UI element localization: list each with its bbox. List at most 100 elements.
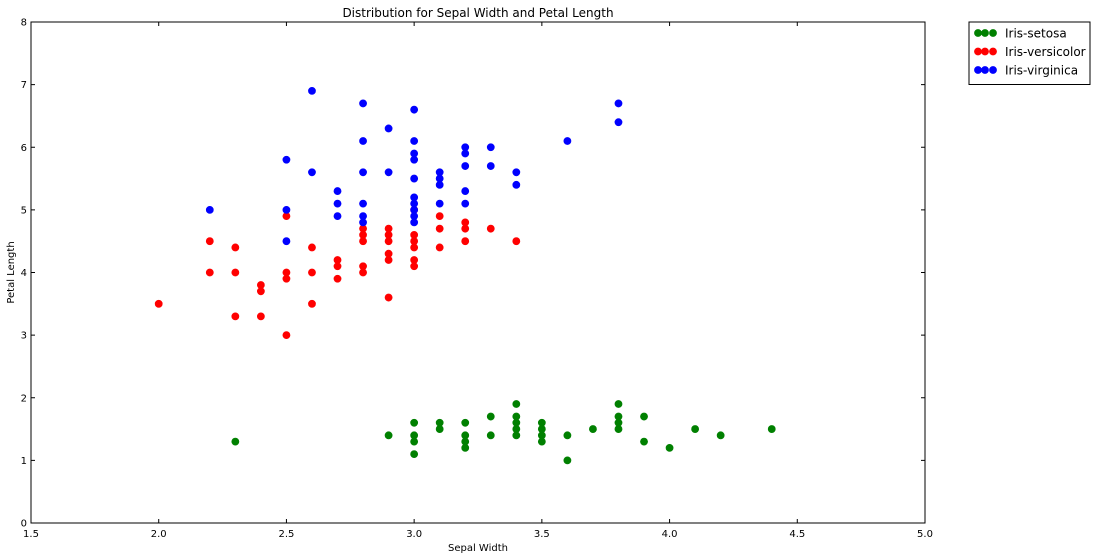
data-point	[512, 180, 521, 189]
data-point	[282, 268, 291, 277]
data-point	[461, 237, 470, 246]
data-point	[614, 99, 623, 108]
data-point	[256, 281, 265, 289]
data-point	[154, 299, 163, 308]
data-point	[716, 431, 725, 440]
legend-marker	[981, 29, 989, 37]
data-point	[614, 412, 623, 421]
data-point	[435, 243, 444, 252]
legend-marker	[989, 66, 997, 74]
data-point	[282, 205, 291, 214]
x-tick-label: 4.0	[662, 529, 678, 540]
legend-marker	[974, 47, 982, 56]
data-point	[486, 224, 495, 233]
y-axis-label: Petal Length	[6, 241, 17, 303]
data-point	[435, 199, 444, 208]
data-point	[461, 143, 470, 152]
data-point	[410, 137, 419, 145]
x-tick-label: 5.0	[917, 529, 933, 540]
data-point	[231, 312, 240, 321]
data-point	[410, 174, 419, 183]
x-tick-label: 2.0	[151, 529, 167, 540]
data-point	[410, 193, 419, 202]
x-axis-label: Sepal Width	[448, 543, 508, 554]
data-point	[384, 124, 393, 133]
data-point	[384, 224, 393, 233]
data-point	[256, 312, 265, 321]
data-point	[308, 243, 316, 252]
data-point	[410, 256, 419, 264]
y-tick-label: 4	[21, 268, 27, 279]
data-point	[359, 262, 367, 271]
data-point	[205, 237, 214, 246]
legend-label: Iris-setosa	[1005, 27, 1067, 41]
series-iris-versicolor	[154, 205, 521, 340]
data-point	[461, 187, 470, 195]
plot-area: 1.5 2.0 2.5 3.0 3.5 4.0 4.5 5.0 0 1 2 3 4 5 6 7 8	[21, 18, 933, 541]
y-tick-label: 8	[21, 18, 27, 29]
legend-marker	[974, 29, 982, 37]
data-point	[512, 237, 521, 246]
plot-frame	[30, 21, 926, 524]
data-point	[333, 199, 342, 208]
data-point	[359, 137, 367, 145]
data-points	[154, 86, 776, 465]
data-point	[308, 86, 316, 95]
y-tick-label: 0	[21, 519, 27, 530]
x-tick-label: 2.5	[278, 529, 294, 540]
data-point	[308, 268, 316, 277]
data-point	[205, 205, 214, 214]
data-point	[384, 293, 393, 302]
data-point	[333, 187, 342, 195]
data-point	[231, 243, 240, 252]
data-point	[461, 418, 470, 427]
data-point	[614, 118, 623, 127]
data-point	[512, 400, 521, 408]
data-point	[410, 105, 419, 114]
data-point	[359, 199, 367, 208]
y-tick-label: 3	[21, 331, 27, 342]
data-point	[665, 443, 674, 452]
data-point	[486, 412, 495, 421]
data-point	[282, 237, 291, 246]
data-point	[333, 256, 342, 264]
data-point	[435, 212, 444, 221]
data-point	[359, 212, 367, 221]
data-point	[282, 331, 291, 340]
data-point	[410, 450, 419, 459]
chart-title: Distribution for Sepal Width and Petal L…	[342, 6, 613, 20]
y-tick-label: 7	[21, 80, 27, 91]
data-point	[231, 437, 240, 446]
data-point	[461, 218, 470, 227]
data-point	[231, 268, 240, 277]
legend-marker	[989, 29, 997, 37]
series-iris-virginica	[205, 86, 623, 246]
data-point	[384, 168, 393, 177]
data-point	[767, 425, 776, 433]
y-tick-label: 5	[21, 205, 27, 216]
data-point	[282, 155, 291, 164]
data-point	[308, 168, 316, 177]
data-point	[461, 431, 470, 440]
legend-marker	[974, 66, 982, 74]
data-point	[205, 268, 214, 277]
legend-marker	[989, 47, 997, 56]
data-point	[589, 425, 597, 433]
data-point	[333, 274, 342, 283]
legend: Iris-setosa Iris-versicolor Iris-virginica	[968, 21, 1091, 85]
data-point	[359, 168, 367, 177]
legend-marker	[981, 47, 989, 56]
x-tick-label: 4.5	[789, 529, 805, 540]
y-tick-label: 6	[21, 143, 27, 154]
data-point	[486, 431, 495, 440]
data-point	[691, 425, 700, 433]
data-point	[486, 143, 495, 152]
data-point	[563, 137, 572, 145]
data-point	[537, 418, 546, 427]
data-point	[410, 418, 419, 427]
data-point	[359, 99, 367, 108]
y-axis-ticks: 0 1 2 3 4 5 6 7 8	[21, 18, 925, 530]
x-tick-label: 3.5	[534, 529, 550, 540]
y-tick-label: 2	[21, 393, 27, 404]
